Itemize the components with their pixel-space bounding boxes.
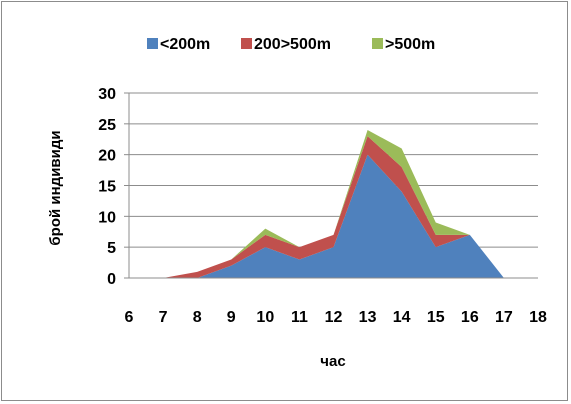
x-tick-label: 10 <box>256 309 274 326</box>
x-tick-label: 8 <box>193 309 202 326</box>
y-tick-labels: 0 5 10 15 20 25 30 <box>98 86 116 288</box>
x-tick-labels: 6 7 8 9 10 11 12 13 14 15 16 17 18 <box>125 309 547 326</box>
y-tick-label: 5 <box>107 240 116 257</box>
stacked-areas <box>129 130 538 278</box>
legend-swatch-2 <box>241 38 252 49</box>
legend-label-1: <200m <box>160 36 210 53</box>
x-tick-label: 14 <box>393 309 411 326</box>
y-tick-label: 15 <box>98 179 116 196</box>
x-tick-label: 11 <box>291 309 308 326</box>
y-tick-label: 25 <box>98 117 116 134</box>
x-axis-label: час <box>320 353 345 370</box>
legend-swatch-3 <box>372 38 383 49</box>
y-axis-label: брой индивиди <box>47 130 64 245</box>
x-tick-label: 13 <box>359 309 377 326</box>
x-tick-label: 6 <box>125 309 134 326</box>
legend-label-3: >500m <box>385 36 435 53</box>
y-tick-label: 30 <box>98 86 116 103</box>
x-tick-label: 12 <box>325 309 343 326</box>
gridlines <box>129 92 538 248</box>
axes <box>124 92 538 279</box>
y-tick-label: 10 <box>98 209 116 226</box>
area-series-2 <box>129 136 538 278</box>
legend-label-2: 200>500m <box>254 36 331 53</box>
y-tick-label: 20 <box>98 148 116 165</box>
legend-swatch-1 <box>147 38 158 49</box>
x-tick-label: 9 <box>227 309 236 326</box>
legend: <200m 200>500m >500m <box>147 36 435 53</box>
x-tick-label: 15 <box>427 309 445 326</box>
x-tick-label: 16 <box>461 309 479 326</box>
x-tick-label: 18 <box>529 309 547 326</box>
x-tick-label: 7 <box>159 309 168 326</box>
y-tick-label: 0 <box>107 271 116 288</box>
x-tick-label: 17 <box>495 309 513 326</box>
